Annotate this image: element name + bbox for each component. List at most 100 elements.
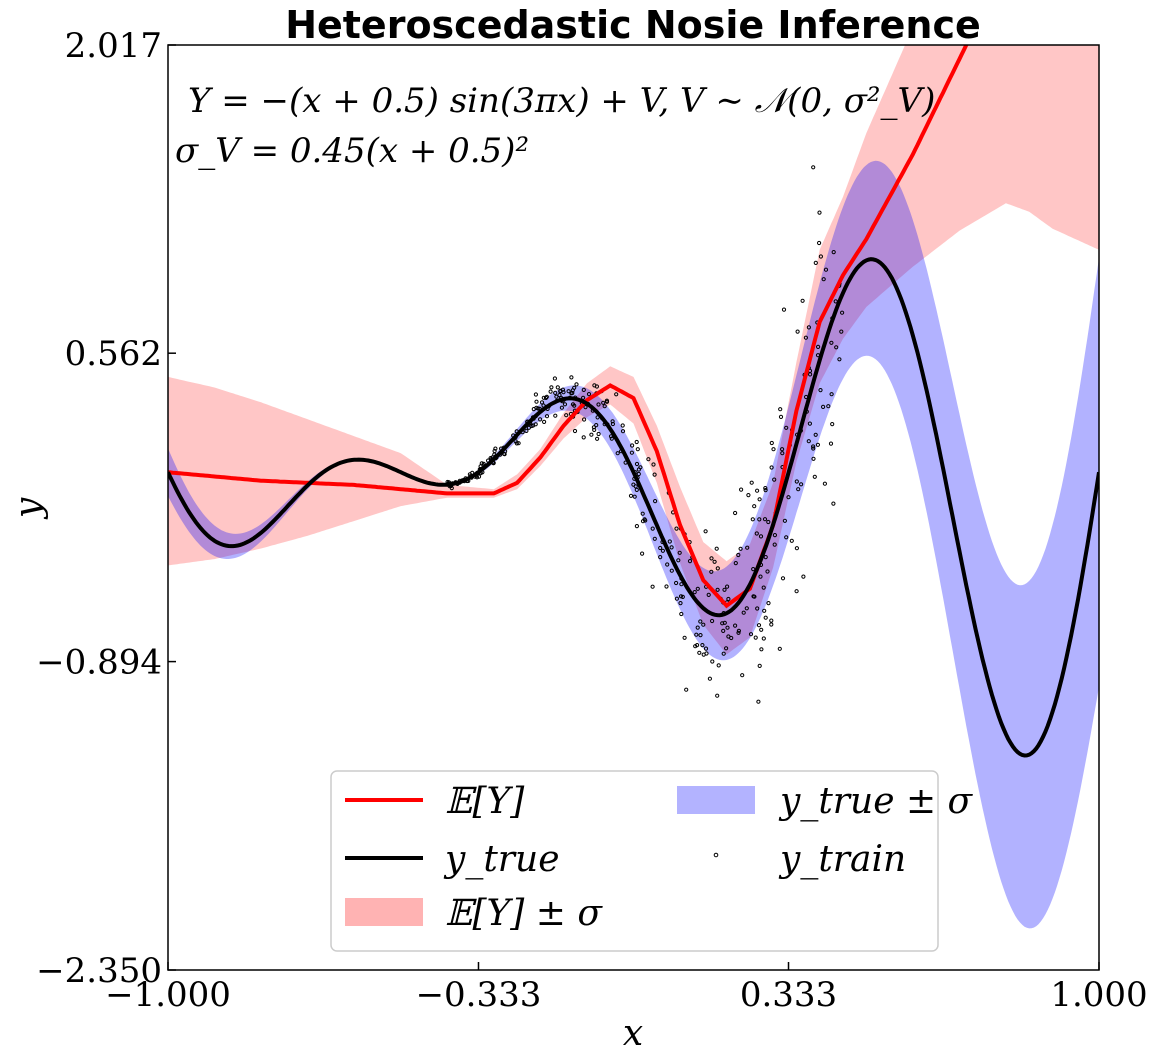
train-point bbox=[493, 446, 498, 451]
train-point bbox=[680, 594, 685, 600]
train-point bbox=[694, 632, 699, 637]
train-point bbox=[533, 422, 538, 427]
train-point bbox=[481, 461, 486, 466]
train-point bbox=[736, 628, 742, 633]
train-point bbox=[544, 414, 550, 419]
chart-title: Heteroscedastic Nosie Inference bbox=[285, 3, 981, 47]
train-point bbox=[722, 620, 727, 625]
train-point bbox=[674, 526, 679, 531]
train-point bbox=[726, 596, 731, 602]
train-point bbox=[698, 619, 703, 624]
train-point bbox=[541, 395, 546, 400]
train-point bbox=[834, 345, 839, 350]
train-point bbox=[823, 267, 829, 272]
train-point bbox=[829, 340, 834, 345]
train-point bbox=[592, 383, 597, 388]
train-point bbox=[803, 335, 809, 340]
y-tick-label: 2.017 bbox=[65, 26, 162, 66]
train-point bbox=[745, 545, 750, 550]
train-point bbox=[687, 559, 693, 564]
train-point bbox=[651, 462, 656, 467]
train-point bbox=[750, 517, 755, 522]
train-point bbox=[769, 622, 774, 627]
train-point bbox=[762, 608, 767, 613]
train-point bbox=[516, 441, 521, 446]
train-point bbox=[653, 499, 658, 504]
train-point bbox=[806, 325, 812, 330]
equation-model: Y = −(x + 0.5) sin(3πx) + V, V ∼ 𝒩(0, σ²… bbox=[188, 81, 935, 121]
train-point bbox=[643, 518, 648, 523]
train-point bbox=[542, 419, 547, 424]
train-point bbox=[715, 693, 720, 698]
train-point bbox=[817, 240, 822, 246]
train-point bbox=[725, 625, 730, 630]
train-point bbox=[634, 461, 640, 467]
train-point bbox=[781, 307, 787, 312]
true-sigma-band bbox=[168, 160, 1099, 929]
train-point bbox=[570, 402, 576, 407]
legend-label-true: y_true bbox=[443, 839, 560, 880]
train-point bbox=[741, 610, 746, 615]
train-point bbox=[601, 400, 606, 405]
train-point bbox=[829, 392, 834, 397]
train-point bbox=[729, 635, 734, 641]
train-point bbox=[574, 382, 579, 387]
train-point bbox=[538, 417, 543, 422]
train-point bbox=[703, 529, 708, 534]
train-point bbox=[826, 404, 831, 409]
train-point bbox=[721, 628, 726, 634]
train-point bbox=[610, 421, 616, 427]
train-point bbox=[796, 487, 801, 492]
train-point bbox=[534, 399, 539, 404]
train-point bbox=[449, 486, 454, 491]
train-point bbox=[753, 635, 758, 640]
train-point bbox=[553, 413, 558, 418]
mean-sigma-band bbox=[168, 45, 1099, 655]
train-point bbox=[692, 590, 697, 595]
train-point bbox=[548, 389, 553, 394]
train-point bbox=[771, 447, 776, 452]
legend-swatch-train bbox=[713, 852, 719, 858]
train-point bbox=[757, 663, 762, 669]
train-point bbox=[714, 546, 719, 551]
train-point bbox=[725, 584, 730, 589]
train-point bbox=[634, 487, 639, 492]
legend-label-train: y_train bbox=[778, 839, 906, 880]
train-point bbox=[652, 472, 657, 477]
train-point bbox=[697, 650, 702, 655]
train-point bbox=[566, 389, 571, 394]
train-point bbox=[531, 407, 536, 412]
train-point bbox=[667, 539, 672, 544]
train-point bbox=[629, 450, 635, 455]
train-point bbox=[733, 623, 738, 628]
train-point bbox=[752, 594, 757, 599]
train-point bbox=[650, 526, 655, 531]
train-point bbox=[674, 580, 679, 586]
train-point bbox=[821, 404, 826, 409]
train-point bbox=[559, 405, 565, 410]
train-point bbox=[763, 486, 768, 491]
train-point bbox=[795, 329, 800, 334]
x-tick-label: −1.000 bbox=[105, 975, 231, 1015]
train-point bbox=[784, 535, 789, 540]
train-point bbox=[715, 566, 720, 571]
train-point bbox=[763, 615, 768, 620]
train-point bbox=[614, 392, 619, 397]
train-point bbox=[632, 494, 637, 499]
legend-swatch-mean_band bbox=[345, 898, 423, 926]
train-point bbox=[539, 400, 545, 405]
train-point bbox=[769, 440, 774, 446]
train-point bbox=[633, 484, 638, 489]
train-point bbox=[635, 447, 640, 452]
train-point bbox=[821, 277, 826, 282]
train-point bbox=[811, 444, 816, 449]
train-point bbox=[817, 210, 822, 215]
train-point bbox=[818, 254, 824, 259]
train-point bbox=[831, 250, 836, 255]
train-point bbox=[738, 546, 743, 551]
train-point bbox=[636, 471, 641, 477]
train-point bbox=[636, 467, 642, 472]
y-axis-label: y bbox=[8, 497, 49, 520]
train-point bbox=[822, 481, 828, 486]
train-point bbox=[772, 533, 778, 538]
